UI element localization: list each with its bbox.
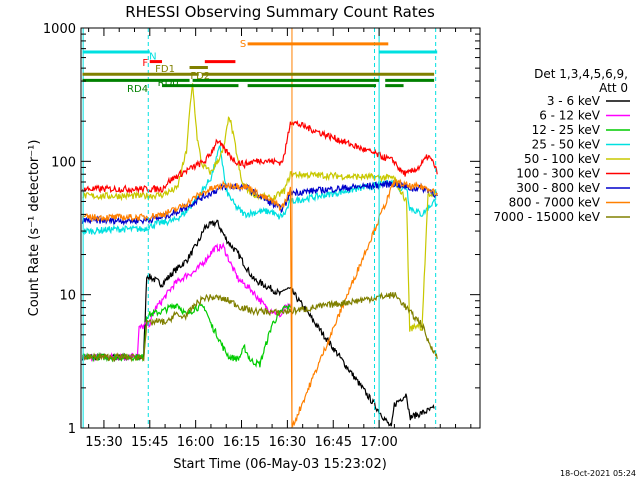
state-bar-label: F bbox=[142, 58, 148, 69]
y-tick-label: 100 bbox=[51, 155, 76, 170]
legend-entry-label: 300 - 800 keV bbox=[516, 181, 600, 195]
x-tick-label: 16:45 bbox=[315, 435, 352, 450]
x-axis-label: Start Time (06-May-03 15:23:02) bbox=[173, 457, 387, 472]
chart-title: RHESSI Observing Summary Count Rates bbox=[125, 3, 435, 21]
x-tick-label: 16:00 bbox=[177, 435, 214, 450]
state-bar-label: RD0 bbox=[158, 78, 179, 89]
legend-entry-label: 3 - 6 keV bbox=[547, 94, 601, 108]
series-line-800-7000-kev bbox=[81, 178, 438, 428]
state-bar-label: RD4 bbox=[127, 84, 148, 95]
series-layer bbox=[81, 83, 438, 428]
y-tick-label: 1000 bbox=[43, 22, 76, 37]
state-bar-label: N bbox=[149, 52, 156, 63]
legend-header-line: Det 1,3,4,5,6,9, bbox=[534, 67, 628, 81]
x-tick-label: 16:30 bbox=[269, 435, 306, 450]
series-line-25-50-kev bbox=[82, 145, 438, 236]
x-tick-label: 17:00 bbox=[360, 435, 397, 450]
legend-entry-label: 100 - 300 keV bbox=[516, 167, 600, 181]
time-markers bbox=[82, 28, 437, 428]
x-tick-label: 15:45 bbox=[131, 435, 168, 450]
legend-entry-label: 6 - 12 keV bbox=[539, 109, 601, 123]
series-line-300-800-kev bbox=[81, 179, 438, 226]
footer-date: 18-Oct-2021 05:24 bbox=[560, 469, 636, 478]
legend-entry-label: 800 - 7000 keV bbox=[509, 196, 601, 210]
series-line-7000-15000-kev bbox=[81, 291, 438, 363]
legend-header-line: Att 0 bbox=[599, 81, 628, 95]
y-tick-label: 10 bbox=[59, 289, 76, 304]
series-line-6-12-kev bbox=[81, 242, 291, 362]
legend-entry-label: 7000 - 15000 keV bbox=[493, 210, 600, 224]
y-tick-label: 1 bbox=[68, 422, 76, 437]
plot-frame bbox=[80, 27, 481, 429]
legend-entry-label: 50 - 100 keV bbox=[524, 152, 601, 166]
x-tick-label: 15:30 bbox=[85, 435, 122, 450]
axes: 15:30 15:45 16:00 16:15 16:30 16:45 17:00 1 10 10… bbox=[43, 22, 480, 450]
x-tick-label: 16:15 bbox=[223, 435, 260, 450]
state-bar-label: S bbox=[240, 39, 246, 50]
state-bar-label: FD2 bbox=[190, 71, 210, 82]
legend-entry-label: 25 - 50 keV bbox=[532, 138, 601, 152]
series-line-100-300-kev bbox=[81, 119, 438, 195]
state-bars: NF FD1 FD2 RD0 RD4 S bbox=[82, 39, 438, 95]
legend-entry-label: 12 - 25 keV bbox=[532, 123, 601, 137]
y-axis-label: Count Rate (s⁻¹ detector⁻¹) bbox=[27, 140, 42, 317]
state-bar-label: FD1 bbox=[155, 64, 175, 75]
